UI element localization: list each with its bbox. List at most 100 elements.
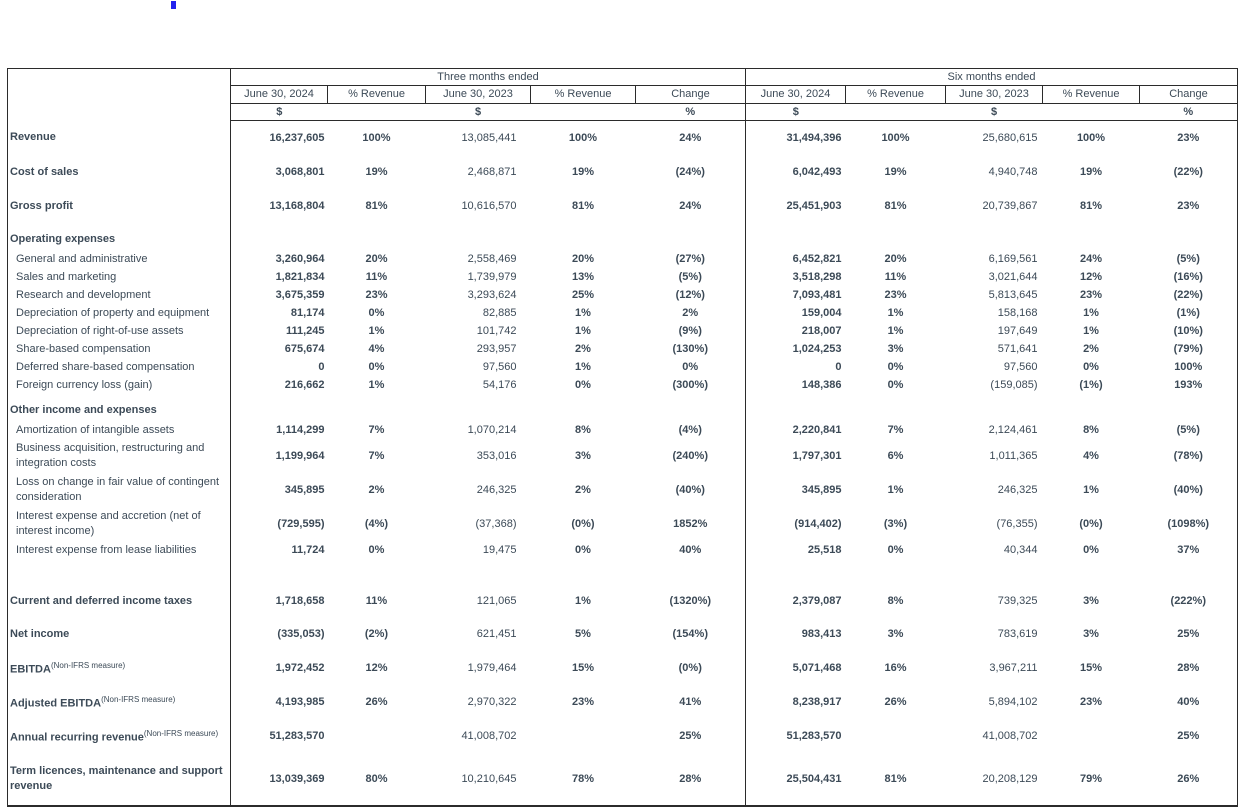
table-row: Share-based compensation 675,674 4% 293,957… — [8, 340, 1238, 358]
row-label: Deferred share-based compensation — [16, 360, 195, 373]
percent-cell — [1043, 719, 1140, 753]
row-label: Loss on change in fair value of continge… — [16, 476, 220, 503]
value-cell: 1,024,253 — [745, 340, 846, 358]
unit-row: $ $ % $ $ % — [8, 103, 1238, 121]
value-cell: 158,168 — [997, 306, 1038, 319]
table-row: EBITDA(Non-IFRS measure) 1,972,452 12% 1,97… — [8, 651, 1238, 685]
percent-cell: 81% — [1080, 199, 1103, 212]
percent-cell: 28% — [1177, 661, 1200, 674]
value-cell — [745, 394, 846, 421]
percent-cell: 2% — [575, 483, 591, 496]
percent-cell: (0%) — [571, 517, 595, 530]
row-label: Interest expense and accretion (net of i… — [16, 510, 201, 537]
percent-cell: 0% — [887, 378, 904, 391]
value-cell: 216,662 — [230, 376, 328, 394]
value-cell — [745, 223, 846, 250]
table-row: Other income and expenses — [8, 394, 1238, 421]
row-label: Current and deferred income taxes — [10, 595, 193, 607]
value-cell: 97,560 — [1003, 360, 1038, 373]
percent-cell: 0% — [368, 543, 385, 556]
column-header: % Revenue — [327, 85, 426, 104]
value-cell: 6,042,493 — [745, 155, 846, 189]
percent-cell: 3% — [887, 342, 904, 355]
value-cell: 345,895 — [745, 473, 846, 507]
value-cell: 6,452,821 — [745, 250, 846, 268]
value-cell: 1,972,452 — [230, 651, 328, 685]
percent-cell: 0% — [1083, 543, 1099, 556]
value-cell: 82,885 — [482, 306, 517, 319]
row-label: Research and development — [16, 288, 151, 301]
percent-cell: 41% — [679, 695, 702, 708]
percent-cell: 81% — [365, 199, 388, 212]
value-cell: 10,616,570 — [461, 199, 517, 212]
table-row: Foreign currency loss (gain) 216,662 1% 54,… — [8, 376, 1238, 394]
percent-cell: 25% — [571, 288, 595, 301]
row-label: Adjusted EBITDA(Non-IFRS measure) — [10, 695, 176, 710]
percent-cell: 3% — [887, 627, 904, 640]
value-cell: 3,260,964 — [230, 250, 328, 268]
value-cell: 54,176 — [482, 378, 517, 391]
table-row: Annual recurring revenue(Non-IFRS measur… — [8, 719, 1238, 753]
value-cell: 739,325 — [997, 595, 1038, 607]
value-cell: 121,065 — [476, 595, 517, 607]
group-header-six-months: Six months ended — [745, 68, 1238, 86]
percent-cell: 5% — [575, 627, 591, 640]
value-cell: 783,619 — [997, 627, 1038, 640]
percent-cell: 25% — [1177, 729, 1200, 742]
row-label: Business acquisition, restructuring and … — [16, 442, 205, 469]
row-label: Amortization of intangible assets — [16, 423, 175, 436]
row-label: Cost of sales — [10, 165, 79, 178]
percent-cell: 7% — [368, 423, 385, 436]
percent-cell: 15% — [1080, 661, 1103, 674]
value-cell: 13,168,804 — [230, 189, 328, 223]
value-cell: 5,813,645 — [988, 288, 1038, 301]
percent-cell: (27%) — [675, 252, 705, 265]
percent-cell: 1% — [575, 306, 591, 319]
percent-cell: 1852% — [673, 517, 708, 530]
percent-cell: 12% — [1080, 270, 1103, 283]
percent-cell: (300%) — [672, 378, 708, 391]
percent-cell: 1% — [887, 306, 904, 319]
value-cell: 20,739,867 — [982, 199, 1038, 212]
percent-cell: 24% — [1080, 252, 1103, 265]
row-label: Revenue — [10, 131, 56, 144]
percent-cell: (16%) — [1173, 270, 1203, 283]
value-cell — [946, 223, 1043, 250]
percent-cell: (9%) — [678, 324, 702, 337]
percent-cell: 3% — [1083, 627, 1099, 640]
value-cell: 218,007 — [745, 322, 846, 340]
percent-cell: 2% — [1083, 342, 1099, 355]
percent-cell: 100% — [1076, 131, 1106, 144]
column-header: June 30, 2023 — [945, 85, 1043, 104]
value-cell: 41,008,702 — [982, 729, 1038, 742]
unit-dollar: $ — [425, 103, 531, 121]
percent-cell: (5%) — [1176, 423, 1200, 436]
unit-percent: % — [635, 103, 746, 121]
value-cell: 31,494,396 — [745, 120, 846, 155]
group-header-row: Three months ended Six months ended — [8, 68, 1238, 86]
percent-cell — [1140, 394, 1238, 421]
table-row: Business acquisition, restructuring and … — [8, 439, 1238, 473]
value-cell: 0 — [745, 358, 846, 376]
percent-cell: 4% — [1083, 449, 1099, 462]
percent-cell: (5%) — [1176, 252, 1200, 265]
value-cell: 11,724 — [230, 541, 328, 559]
value-cell — [426, 394, 531, 421]
unit-blank — [327, 103, 426, 121]
percent-cell: 81% — [571, 199, 595, 212]
value-cell: 571,641 — [997, 342, 1038, 355]
value-cell: (914,402) — [745, 507, 846, 541]
percent-cell: 8% — [887, 595, 904, 607]
row-label: Gross profit — [10, 199, 73, 212]
percent-cell: (1%) — [1079, 378, 1103, 391]
percent-cell: 1% — [368, 324, 385, 337]
percent-cell: 2% — [575, 342, 591, 355]
value-cell: 1,797,301 — [745, 439, 846, 473]
percent-cell: 23% — [884, 288, 907, 301]
value-cell: 3,021,644 — [988, 270, 1038, 283]
group-header-three-months: Three months ended — [229, 68, 746, 86]
percent-cell: 40% — [1177, 695, 1200, 708]
percent-cell: 23% — [1080, 695, 1103, 708]
value-cell: 4,940,748 — [988, 165, 1038, 178]
